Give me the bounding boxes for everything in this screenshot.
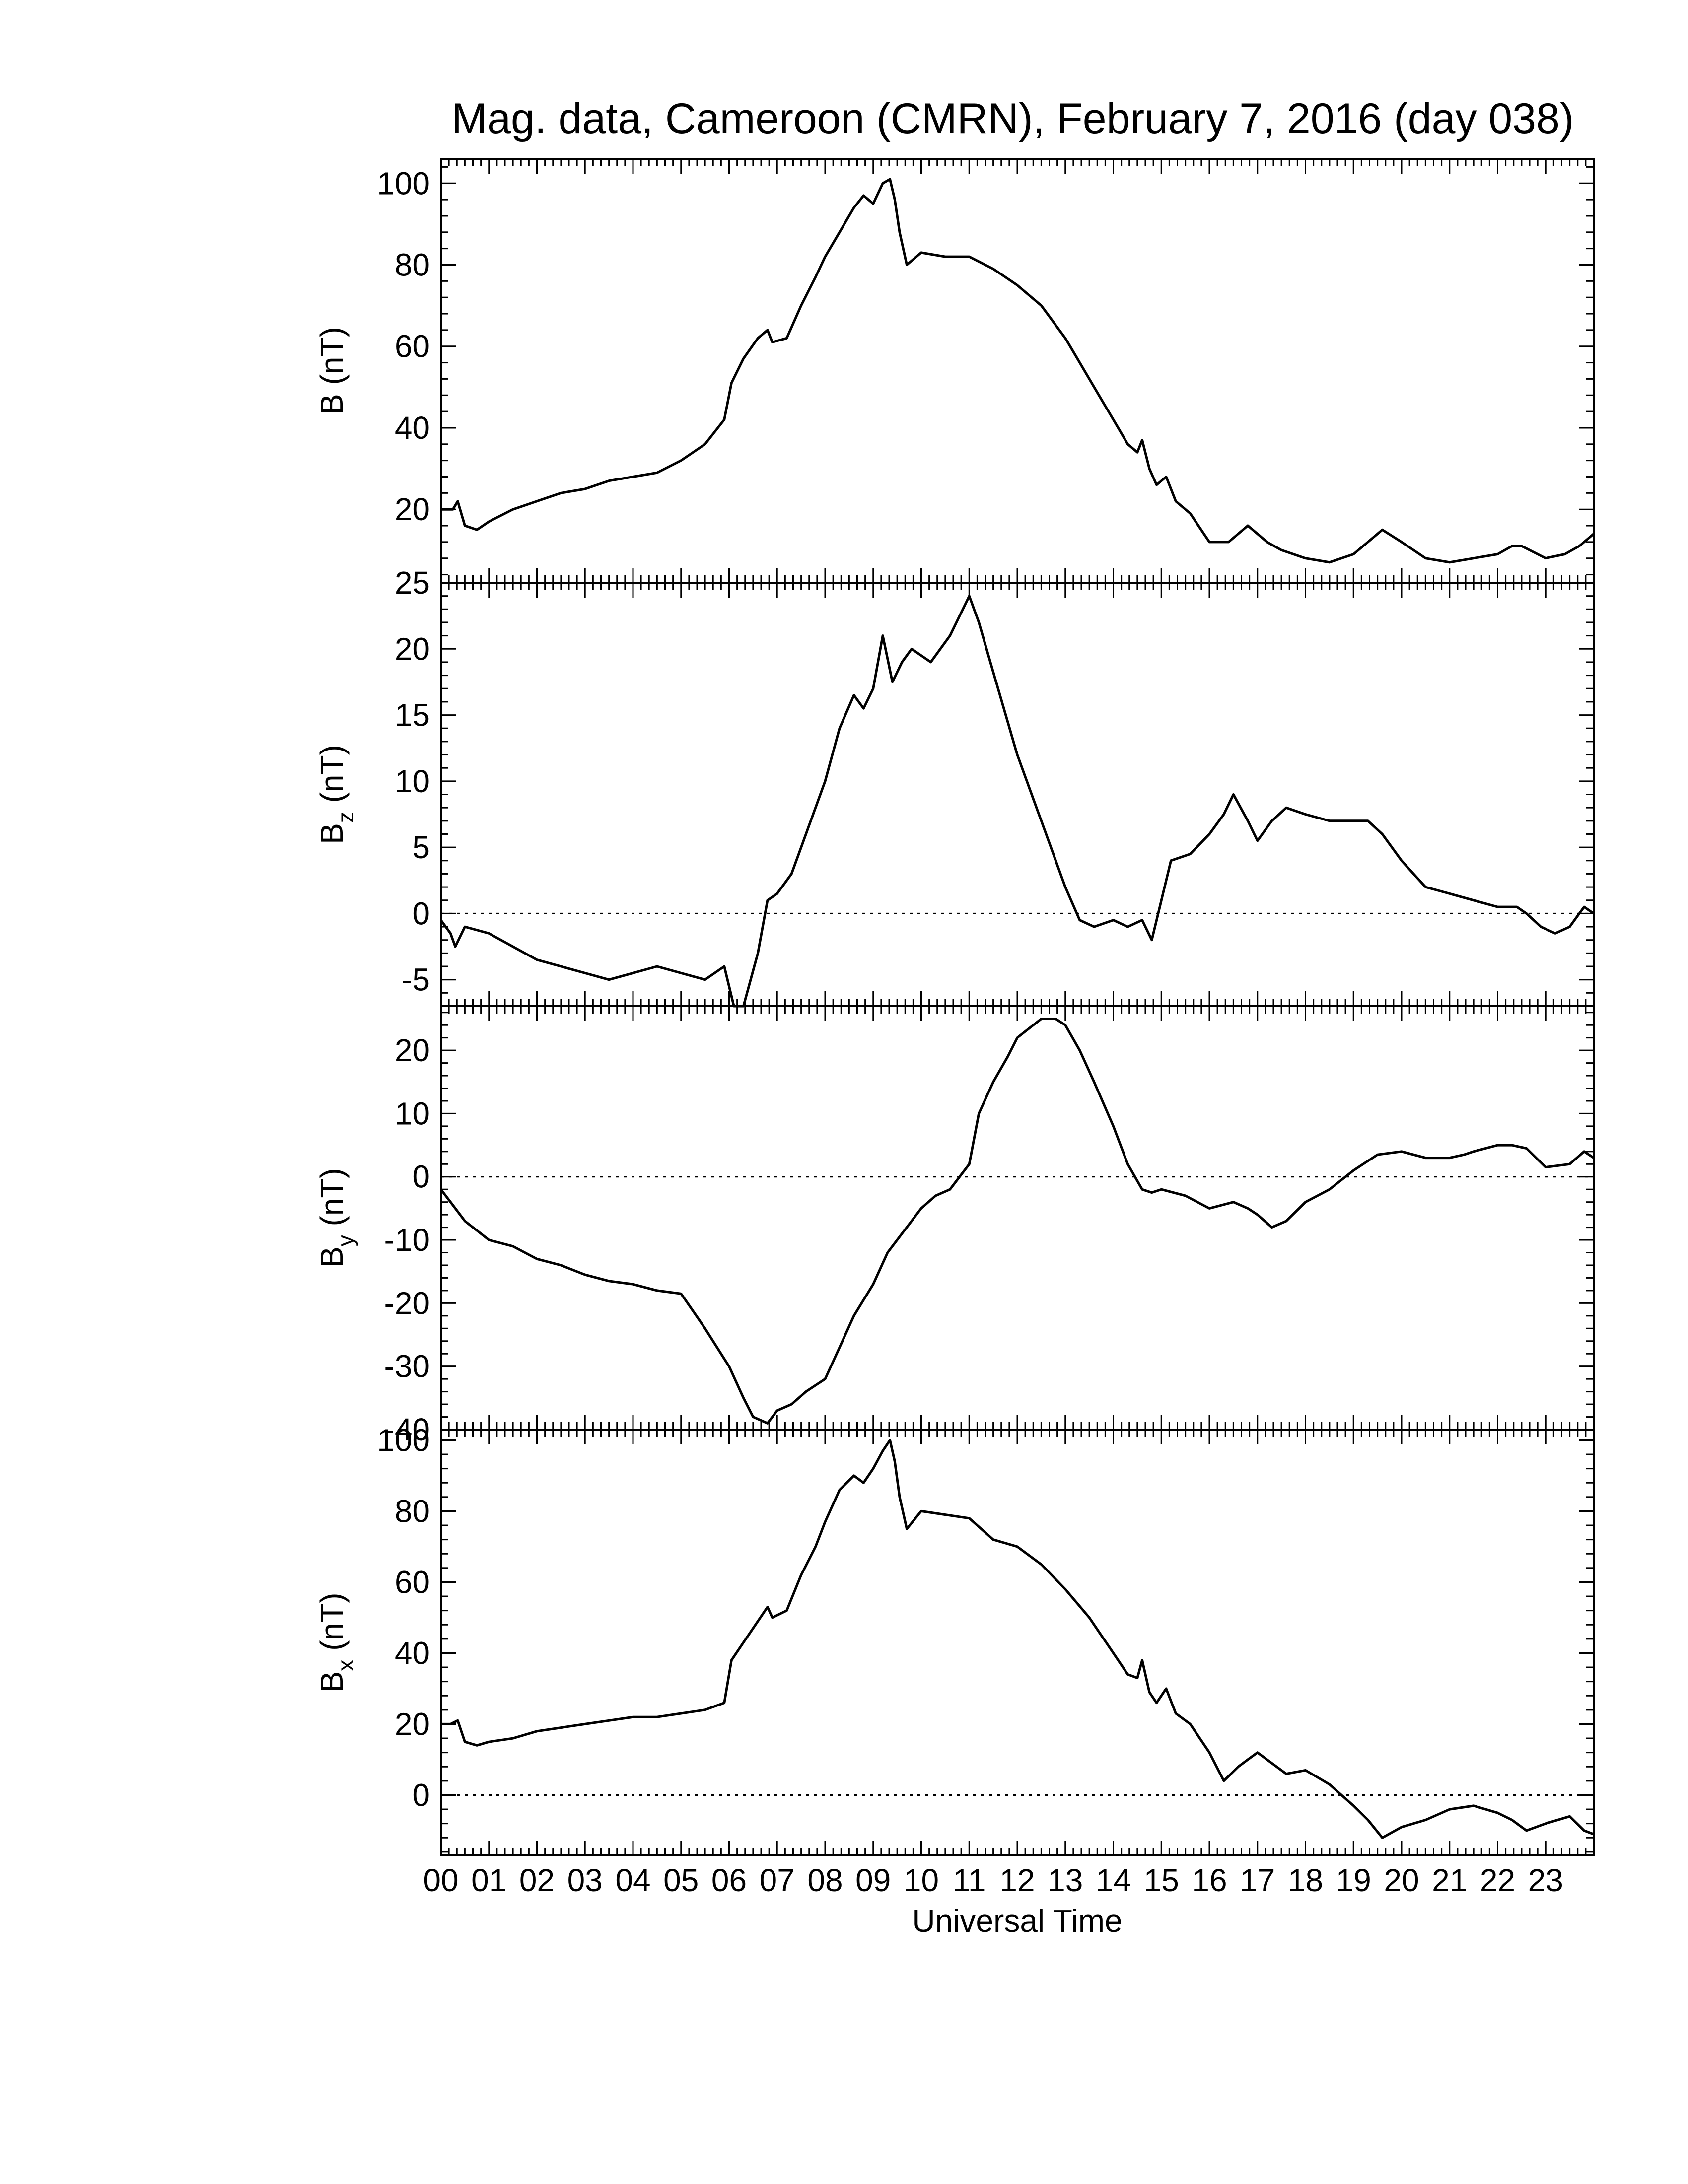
y-tick-label: 25 <box>395 565 430 601</box>
y-tick-label: 60 <box>395 329 430 364</box>
panel-2: -5 0 5 10 15 20 25 Bz (nT) <box>314 565 1595 1008</box>
x-tick-label: 16 <box>1192 1862 1227 1898</box>
x-axis-label: Universal Time <box>912 1903 1122 1939</box>
y-tick-label: 40 <box>395 1635 430 1671</box>
x-tick-label: 17 <box>1240 1862 1275 1898</box>
y-tick-label: -20 <box>384 1285 430 1321</box>
x-tick-label: 09 <box>855 1862 891 1898</box>
x-tick-label: 08 <box>807 1862 843 1898</box>
y-tick-label: 100 <box>377 165 430 201</box>
panel-frame <box>440 158 1595 584</box>
x-tick-label: 03 <box>567 1862 603 1898</box>
series-line <box>439 595 1595 1008</box>
x-tick-label: 01 <box>471 1862 506 1898</box>
x-tick-label: 20 <box>1384 1862 1419 1898</box>
y-tick-label: 40 <box>395 410 430 446</box>
x-tick-label: 11 <box>953 1862 985 1898</box>
y-axis-label: B (nT) <box>314 327 350 415</box>
series-line <box>441 178 1595 564</box>
y-tick-label: 80 <box>395 1493 430 1529</box>
y-tick-label: 0 <box>412 1159 430 1195</box>
x-axis-tick-labels: 00 01 02 03 04 05 06 07 08 09 10 11 12 13 14 15 16 17 18 19… <box>423 1862 1563 1898</box>
y-tick-label: 20 <box>395 491 430 527</box>
x-tick-label: 13 <box>1048 1862 1083 1898</box>
panel-1: 20 40 60 80 100 B (nT) <box>314 158 1595 584</box>
x-tick-label: 22 <box>1480 1862 1515 1898</box>
y-tick-label: -5 <box>402 962 430 998</box>
x-tick-label: 14 <box>1096 1862 1131 1898</box>
panel-frame <box>440 1429 1595 1856</box>
x-tick-label: 00 <box>423 1862 458 1898</box>
y-tick-label: 20 <box>395 631 430 667</box>
y-tick-label: 15 <box>395 697 430 733</box>
y-tick-label: 10 <box>395 763 430 799</box>
y-tick-label: -30 <box>384 1349 430 1384</box>
y-tick-label: 5 <box>412 829 430 865</box>
x-tick-label: 18 <box>1288 1862 1323 1898</box>
x-tick-label: 05 <box>663 1862 699 1898</box>
x-tick-label: 07 <box>760 1862 795 1898</box>
series-line <box>440 1018 1595 1425</box>
x-tick-label: 19 <box>1336 1862 1371 1898</box>
panel-frame <box>440 1005 1595 1431</box>
panel-frame <box>440 582 1595 1007</box>
y-tick-label: 10 <box>395 1095 430 1131</box>
chart-title: Mag. data, Cameroon (CMRN), February 7, … <box>452 95 1574 142</box>
y-axis-label: By (nT) <box>314 1168 358 1268</box>
x-tick-label: 06 <box>711 1862 747 1898</box>
y-axis-label: Bz (nT) <box>314 745 358 844</box>
x-tick-label: 02 <box>519 1862 555 1898</box>
y-axis-label: Bx (nT) <box>314 1593 358 1693</box>
panel-3: -40 -30 -20 -10 0 10 20 By (nT) <box>314 1005 1595 1447</box>
y-tick-label: 60 <box>395 1564 430 1600</box>
y-tick-label: 0 <box>412 1777 430 1813</box>
x-tick-label: 15 <box>1144 1862 1179 1898</box>
y-tick-label: 80 <box>395 247 430 283</box>
y-tick-label: 20 <box>395 1032 430 1068</box>
x-tick-label: 04 <box>615 1862 650 1898</box>
y-tick-label: -10 <box>384 1222 430 1258</box>
y-tick-label: 0 <box>412 895 430 931</box>
x-tick-label: 23 <box>1528 1862 1563 1898</box>
x-tick-label: 21 <box>1432 1862 1467 1898</box>
y-tick-label: -40 <box>384 1412 430 1447</box>
y-tick-label: 100 <box>377 1422 430 1458</box>
series-line <box>441 1438 1594 1839</box>
x-tick-label: 12 <box>999 1862 1035 1898</box>
panel-4: 0 20 40 60 80 100 Bx (nT) <box>314 1422 1595 1856</box>
y-tick-label: 20 <box>395 1706 430 1742</box>
x-tick-label: 10 <box>904 1862 939 1898</box>
